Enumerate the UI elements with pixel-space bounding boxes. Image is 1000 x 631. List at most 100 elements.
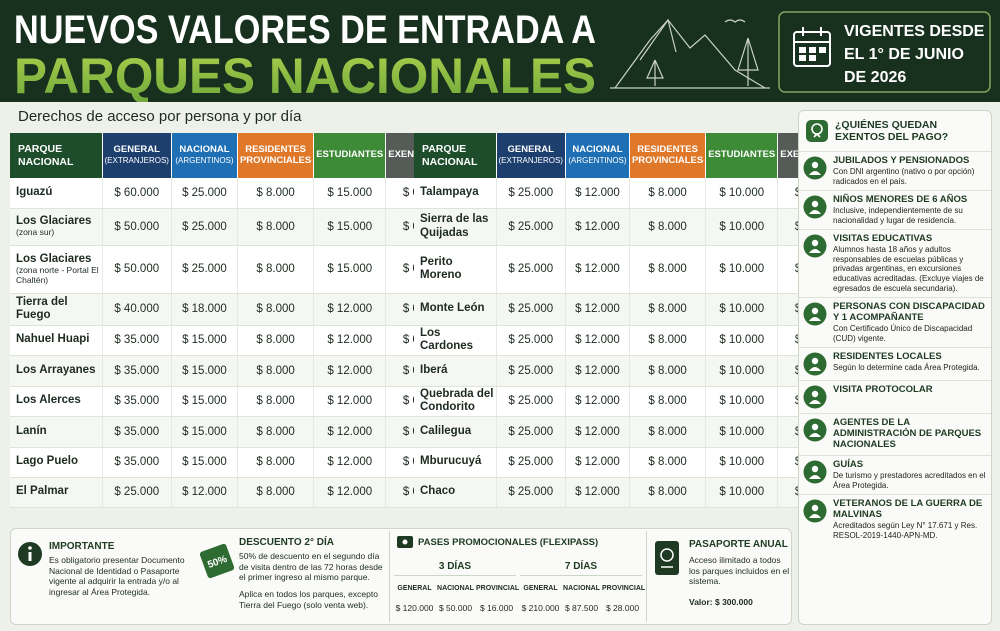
- column-title: RESIDENTES PROVINCIALES: [631, 143, 704, 166]
- column-header: GENERAL (EXTRANJEROS): [496, 133, 566, 178]
- column-header: GENERAL (EXTRANJEROS): [102, 133, 172, 178]
- column-sub: (ARGENTINOS): [568, 156, 627, 166]
- column-title: RESIDENTES PROVINCIALES: [239, 143, 312, 166]
- pass-label: 7 DÍAS: [520, 561, 642, 576]
- exempt-title: ¿QUIÉNES QUEDAN EXENTOS DEL PAGO?: [835, 119, 949, 144]
- price-cell: $ 8.000: [629, 245, 707, 294]
- table-row: El Palmar $ 25.000 $ 12.000 $ 8.000 $ 12.000…: [10, 477, 437, 508]
- price-cell: $ 10.000: [705, 416, 779, 448]
- pass-price: $ 16.000: [479, 603, 514, 613]
- column-title: NACIONAL: [572, 144, 623, 156]
- exempt-icon: [803, 234, 827, 258]
- park-note: (zona norte - Portal El Chaltén): [16, 264, 99, 285]
- park-cell: Calilegua: [414, 416, 497, 448]
- park-name: Los Glaciares: [16, 252, 92, 265]
- info-icon: [18, 542, 42, 566]
- exempt-header: ¿QUIÉNES QUEDAN EXENTOS DEL PAGO?: [799, 111, 991, 151]
- price-cell: $ 25.000: [496, 355, 566, 387]
- park-name: Los Cardones: [420, 326, 474, 352]
- park-cell: Tierra del Fuego: [10, 293, 103, 326]
- price-cell: $ 12.000: [313, 293, 387, 326]
- price-cell: $ 10.000: [705, 325, 779, 356]
- header-row: PARQUE NACIONAL GENERAL (EXTRANJEROS) NACIO…: [10, 133, 437, 178]
- exempt-icon: [803, 418, 827, 442]
- price-cell: $ 15.000: [313, 178, 387, 209]
- price-cell: $ 10.000: [705, 386, 779, 417]
- park-name: Nahuel Huapi: [16, 333, 90, 346]
- price-cell: $ 8.000: [629, 208, 707, 246]
- price-cell: $ 35.000: [102, 416, 172, 448]
- price-cell: $ 25.000: [496, 386, 566, 417]
- table-row: Tierra del Fuego $ 40.000 $ 18.000 $ 8.000 $…: [10, 293, 437, 326]
- price-cell: $ 50.000: [102, 208, 172, 246]
- price-cell: $ 10.000: [705, 355, 779, 387]
- exempt-body: VETERANOS DE LA GUERRA DE MALVINAS Acredi…: [833, 498, 987, 540]
- pass-price: $ 28.000: [605, 603, 640, 613]
- exempt-item-title: PERSONAS CON DISCAPACIDAD Y 1 ACOMPAÑANT…: [833, 301, 985, 324]
- price-cell: $ 8.000: [629, 355, 707, 387]
- park-cell: Los Glaciares (zona sur): [10, 208, 103, 246]
- park-cell: Los Glaciares (zona norte - Portal El Cha…: [10, 245, 103, 294]
- park-cell: Perito Moreno: [414, 245, 497, 294]
- validity-line: VIGENTES DESDE: [844, 23, 985, 40]
- table-row: Chaco$ 25.000$ 12.000$ 8.000$ 10.000$ 0: [414, 477, 829, 508]
- price-cell: $ 12.000: [313, 477, 387, 508]
- price-cell: $ 12.000: [565, 386, 630, 417]
- exempt-item-text: Inclusive, independientemente de su naci…: [833, 206, 963, 225]
- table-row: Iguazú $ 60.000 $ 25.000 $ 8.000 $ 15.000 $ 0: [10, 178, 437, 209]
- table-row: Calilegua $ 25.000 $ 12.000 $ 8.000 $ 10.000…: [414, 416, 829, 448]
- price-cell: $ 12.000: [313, 447, 387, 478]
- price-cell: $ 25.000: [496, 416, 566, 448]
- discount-text: 50% de descuento en el segundo día de vi…: [239, 551, 383, 583]
- price-cell: $ 8.000: [629, 477, 707, 508]
- park-cell: Los Arrayanes: [10, 355, 103, 387]
- pass-price: $ 50.000: [438, 603, 473, 613]
- table-row: Talampaya $ 25.000 $ 12.000 $ 8.000 $ 10.000…: [414, 178, 829, 209]
- price-cell: $ 25.000: [171, 208, 238, 246]
- price-cell: $ 8.000: [237, 325, 315, 356]
- price-cell: $ 12.000: [565, 325, 630, 356]
- title-line2: PARQUES NACIONALES: [14, 48, 596, 102]
- ticket-icon: [397, 536, 413, 548]
- price-cell: $ 15.000: [313, 208, 387, 246]
- price-cell: $ 8.000: [629, 416, 707, 448]
- price-cell: $ 50.000: [102, 245, 172, 294]
- table-row: Quebrada del Condorito $ 25.000 $ 12.000 $ …: [414, 386, 829, 417]
- subtitle: Derechos de acceso por persona y por día: [18, 108, 302, 125]
- price-cell: $ 35.000: [102, 386, 172, 417]
- exempt-item-title: VETERANOS DE LA GUERRA DE MALVINAS: [833, 498, 983, 521]
- pass-price: $ 87.500: [564, 603, 599, 613]
- price-cell: $ 25.000: [171, 245, 238, 294]
- exempt-item-text: Con DNI argentino (nativo o por opción) …: [833, 167, 975, 186]
- price-cell: $ 15.000: [171, 325, 238, 356]
- price-cell: $ 8.000: [629, 293, 707, 326]
- price-cell: $ 15.000: [171, 416, 238, 448]
- price-cell: $ 8.000: [237, 178, 315, 209]
- price-cell: $ 15.000: [171, 355, 238, 387]
- price-cell: $ 12.000: [171, 477, 238, 508]
- column-header: PARQUE NACIONAL: [10, 133, 103, 178]
- table-row: Mburucuyá $ 25.000 $ 12.000 $ 8.000 $ 10.000…: [414, 447, 829, 478]
- exempt-icon: [803, 156, 827, 180]
- park-name: Sierra de las Quijadas: [420, 213, 489, 239]
- exempt-icon: [803, 302, 827, 326]
- price-cell: $ 40.000: [102, 293, 172, 326]
- exempt-item-title: GUÍAS: [833, 459, 864, 471]
- column-header: PARQUE NACIONAL: [414, 133, 497, 178]
- price-cell: $ 10.000: [705, 208, 779, 246]
- table-row: Lanín $ 35.000 $ 15.000 $ 8.000 $ 12.000 $ 0: [10, 416, 437, 448]
- price-cell: $ 18.000: [171, 293, 238, 326]
- exempt-body: VISITAS EDUCATIVAS Alumnos hasta 18 años …: [833, 233, 987, 293]
- price-cell: $ 12.000: [565, 416, 630, 448]
- exempt-item-text: Alumnos hasta 18 años y adultos responsa…: [833, 245, 984, 293]
- park-cell: Chaco: [414, 477, 497, 508]
- park-name: Iguazú: [16, 186, 53, 199]
- price-cell: $ 12.000: [313, 325, 387, 356]
- price-cell: $ 25.000: [171, 178, 238, 209]
- park-name: Monte León: [420, 302, 485, 315]
- pass-column: GENERAL: [523, 585, 558, 592]
- exempt-body: AGENTES DE LA ADMINISTRACIÓN DE PARQUES …: [833, 417, 987, 451]
- park-name: Lanín: [16, 424, 47, 437]
- exempt-body: NIÑOS MENORES DE 6 AÑOS Inclusive, indepe…: [833, 194, 987, 225]
- park-cell: Iguazú: [10, 178, 103, 209]
